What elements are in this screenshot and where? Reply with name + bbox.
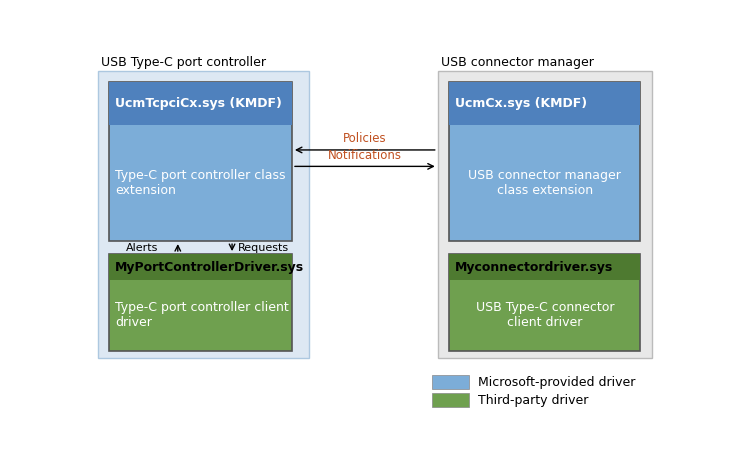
Text: USB Type-C connector
client driver: USB Type-C connector client driver bbox=[475, 301, 614, 329]
FancyBboxPatch shape bbox=[109, 82, 292, 241]
Text: Type-C port controller client
driver: Type-C port controller client driver bbox=[115, 301, 289, 329]
Text: Type-C port controller class
extension: Type-C port controller class extension bbox=[115, 169, 285, 197]
Text: Third-party driver: Third-party driver bbox=[478, 394, 588, 407]
FancyBboxPatch shape bbox=[449, 82, 640, 241]
FancyBboxPatch shape bbox=[449, 254, 640, 280]
FancyBboxPatch shape bbox=[109, 254, 292, 351]
Text: USB connector manager: USB connector manager bbox=[441, 55, 593, 69]
FancyBboxPatch shape bbox=[109, 254, 292, 280]
Text: Notifications: Notifications bbox=[328, 149, 402, 162]
Text: Microsoft-provided driver: Microsoft-provided driver bbox=[478, 375, 635, 389]
Text: MyPortControllerDriver.sys: MyPortControllerDriver.sys bbox=[115, 261, 304, 273]
FancyBboxPatch shape bbox=[432, 393, 469, 407]
Text: UcmCx.sys (KMDF): UcmCx.sys (KMDF) bbox=[455, 97, 587, 110]
FancyBboxPatch shape bbox=[438, 72, 652, 358]
FancyBboxPatch shape bbox=[432, 375, 469, 389]
FancyBboxPatch shape bbox=[98, 72, 310, 358]
Text: Policies: Policies bbox=[343, 132, 387, 145]
Text: UcmTcpciCx.sys (KMDF): UcmTcpciCx.sys (KMDF) bbox=[115, 97, 282, 110]
Text: Requests: Requests bbox=[238, 243, 289, 253]
Text: Myconnectordriver.sys: Myconnectordriver.sys bbox=[455, 261, 613, 273]
Text: USB connector manager
class extension: USB connector manager class extension bbox=[468, 169, 621, 197]
FancyBboxPatch shape bbox=[449, 82, 640, 125]
FancyBboxPatch shape bbox=[109, 82, 292, 125]
Text: USB Type-C port controller: USB Type-C port controller bbox=[101, 55, 266, 69]
Text: Alerts: Alerts bbox=[125, 243, 158, 253]
FancyBboxPatch shape bbox=[449, 254, 640, 351]
